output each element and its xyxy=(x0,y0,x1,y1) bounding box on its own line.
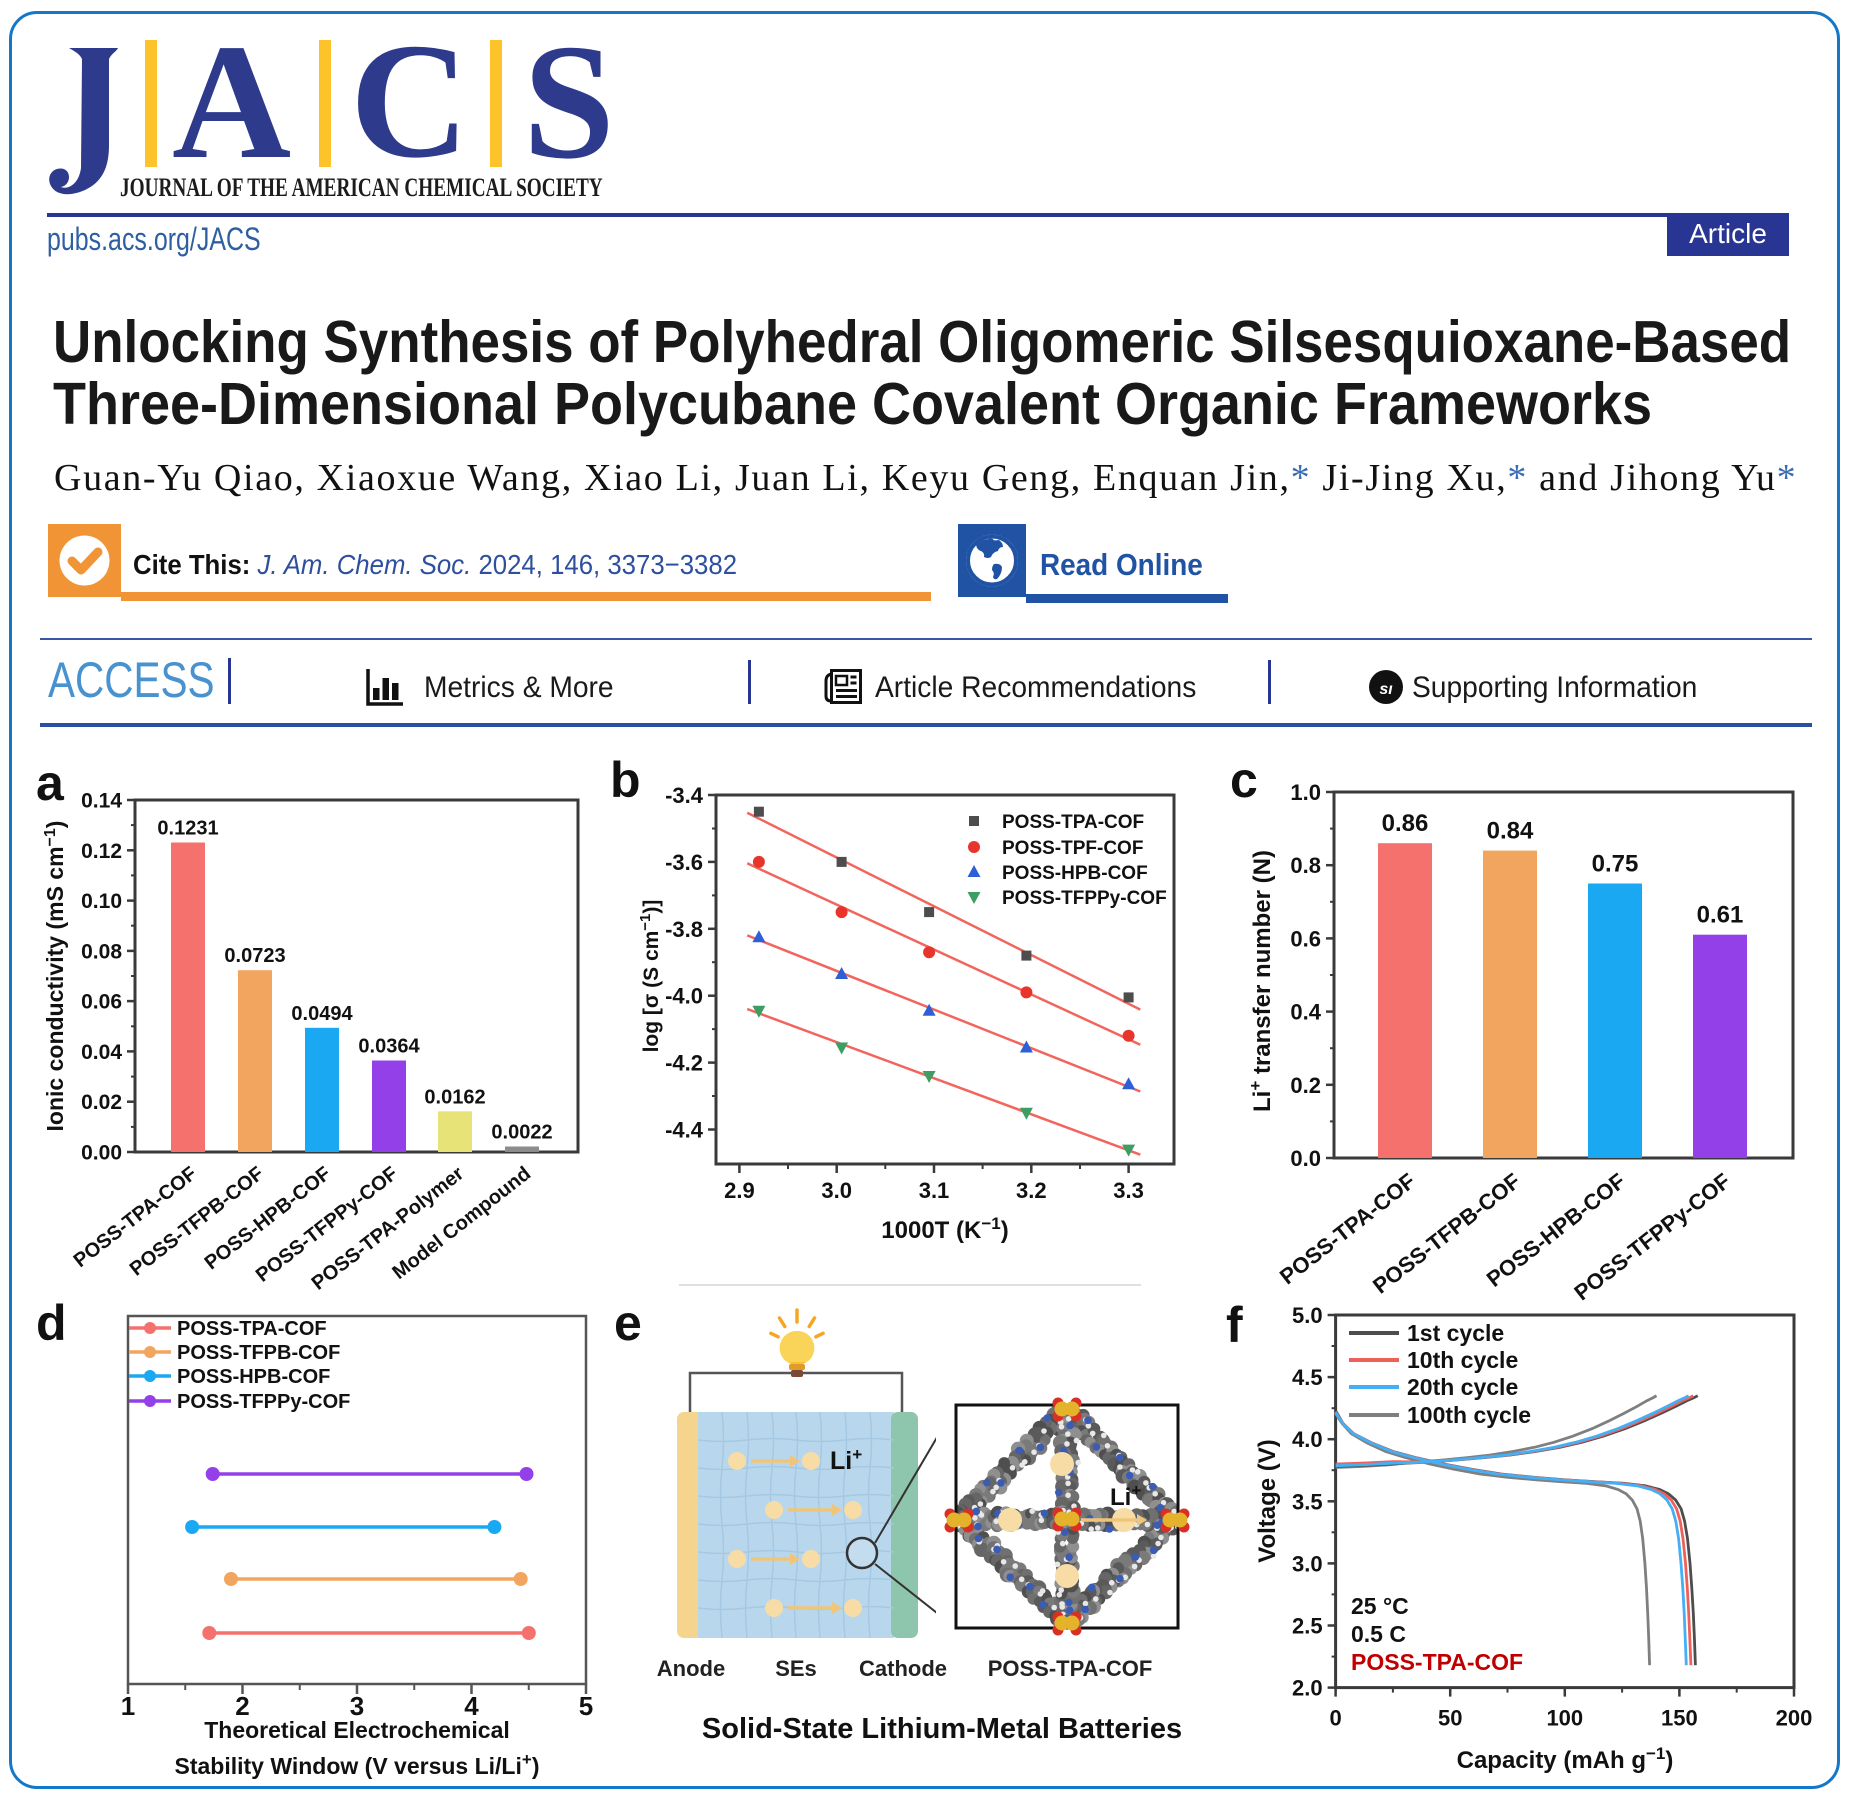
svg-text:0.06: 0.06 xyxy=(81,991,122,1014)
svg-text:-3.4: -3.4 xyxy=(665,783,704,808)
svg-text:0: 0 xyxy=(1329,1706,1341,1731)
svg-text:POSS-TPA-COF: POSS-TPA-COF xyxy=(177,1318,327,1340)
svg-text:POSS-TFPPy-COF: POSS-TFPPy-COF xyxy=(177,1391,350,1413)
svg-text:200: 200 xyxy=(1776,1706,1813,1731)
svg-text:2.0: 2.0 xyxy=(1292,1676,1323,1701)
svg-text:Theoretical Electrochemical: Theoretical Electrochemical xyxy=(204,1717,510,1743)
svg-text:-3.6: -3.6 xyxy=(665,850,703,875)
svg-text:POSS-TPA-COF: POSS-TPA-COF xyxy=(1002,812,1144,833)
svg-text:POSS-TPF-COF: POSS-TPF-COF xyxy=(1002,838,1143,859)
svg-text:4: 4 xyxy=(464,1691,479,1721)
svg-text:Ionic conductivity (mS cm−1): Ionic conductivity (mS cm−1) xyxy=(42,821,69,1132)
svg-text:0.14: 0.14 xyxy=(81,790,122,813)
svg-text:0.61: 0.61 xyxy=(1697,902,1744,929)
svg-text:-4.2: -4.2 xyxy=(665,1051,703,1076)
svg-text:150: 150 xyxy=(1661,1706,1698,1731)
svg-text:0.0162: 0.0162 xyxy=(424,1086,485,1108)
svg-text:0.00: 0.00 xyxy=(81,1142,122,1165)
svg-text:2: 2 xyxy=(235,1691,249,1721)
svg-text:1000T (K−1): 1000T (K−1) xyxy=(881,1214,1008,1245)
svg-text:SEs: SEs xyxy=(775,1656,817,1681)
svg-text:e: e xyxy=(614,1295,642,1351)
svg-text:0.12: 0.12 xyxy=(81,840,122,863)
svg-text:0.8: 0.8 xyxy=(1290,853,1321,878)
svg-text:2.5: 2.5 xyxy=(1292,1614,1323,1639)
svg-text:0.84: 0.84 xyxy=(1487,818,1534,845)
svg-text:POSS-HPB-COF: POSS-HPB-COF xyxy=(1002,863,1148,884)
svg-text:100th cycle: 100th cycle xyxy=(1407,1402,1531,1428)
svg-text:5.0: 5.0 xyxy=(1292,1303,1323,1328)
svg-text:POSS-HPB-COF: POSS-HPB-COF xyxy=(177,1366,330,1388)
svg-text:0.0022: 0.0022 xyxy=(491,1122,552,1144)
svg-text:-4.0: -4.0 xyxy=(665,984,703,1009)
svg-text:4.5: 4.5 xyxy=(1292,1365,1323,1390)
svg-text:3.0: 3.0 xyxy=(821,1178,852,1203)
svg-text:c: c xyxy=(1230,752,1258,808)
svg-text:25 °C: 25 °C xyxy=(1351,1593,1409,1619)
svg-text:b: b xyxy=(610,752,641,808)
svg-text:0.86: 0.86 xyxy=(1382,810,1429,837)
svg-text:0.75: 0.75 xyxy=(1592,851,1639,878)
svg-text:Solid-State Lithium-Metal Batt: Solid-State Lithium-Metal Batteries xyxy=(702,1713,1182,1745)
svg-text:f: f xyxy=(1226,1297,1243,1353)
svg-text:0.6: 0.6 xyxy=(1290,926,1321,951)
svg-text:3.1: 3.1 xyxy=(919,1178,950,1203)
svg-text:3.2: 3.2 xyxy=(1016,1178,1047,1203)
svg-text:POSS-TPA-COF: POSS-TPA-COF xyxy=(1351,1649,1523,1675)
svg-text:5: 5 xyxy=(579,1691,593,1721)
svg-text:Capacity (mAh g−1): Capacity (mAh g−1) xyxy=(1457,1744,1674,1775)
svg-text:3.5: 3.5 xyxy=(1292,1489,1323,1514)
svg-text:0.1231: 0.1231 xyxy=(157,818,218,840)
svg-text:Anode: Anode xyxy=(657,1656,725,1681)
svg-text:10th cycle: 10th cycle xyxy=(1407,1347,1518,1373)
svg-text:POSS-TFPB-COF: POSS-TFPB-COF xyxy=(177,1342,340,1364)
svg-text:1: 1 xyxy=(121,1691,135,1721)
svg-text:0.4: 0.4 xyxy=(1290,1000,1321,1025)
svg-text:sı: sı xyxy=(1379,681,1393,698)
svg-text:0.10: 0.10 xyxy=(81,890,122,913)
svg-text:3.3: 3.3 xyxy=(1113,1178,1144,1203)
svg-text:0.02: 0.02 xyxy=(81,1091,122,1114)
svg-text:20th cycle: 20th cycle xyxy=(1407,1374,1518,1400)
svg-text:100: 100 xyxy=(1546,1706,1583,1731)
svg-text:a: a xyxy=(36,755,65,811)
svg-text:log [σ (S cm−1)]: log [σ (S cm−1)] xyxy=(637,900,664,1053)
svg-text:POSS-TFPPy-COF: POSS-TFPPy-COF xyxy=(1002,888,1167,909)
svg-text:3: 3 xyxy=(350,1691,364,1721)
svg-text:1st cycle: 1st cycle xyxy=(1407,1320,1504,1346)
svg-text:0.5 C: 0.5 C xyxy=(1351,1621,1406,1647)
svg-text:0.2: 0.2 xyxy=(1290,1073,1321,1098)
svg-text:POSS-TPA-COF: POSS-TPA-COF xyxy=(988,1656,1153,1681)
svg-text:1.0: 1.0 xyxy=(1290,780,1321,805)
svg-text:Cathode: Cathode xyxy=(859,1656,947,1681)
svg-text:50: 50 xyxy=(1438,1706,1462,1731)
svg-text:4.0: 4.0 xyxy=(1292,1427,1323,1452)
svg-text:2.9: 2.9 xyxy=(724,1178,755,1203)
svg-text:Stability Window (V versus Li/: Stability Window (V versus Li/Li+) xyxy=(174,1750,539,1780)
svg-text:-3.8: -3.8 xyxy=(665,917,703,942)
svg-text:0.0364: 0.0364 xyxy=(358,1036,420,1058)
svg-text:Voltage (V): Voltage (V) xyxy=(1254,1439,1281,1563)
svg-text:0.04: 0.04 xyxy=(81,1041,122,1064)
svg-text:-4.4: -4.4 xyxy=(665,1118,704,1143)
svg-text:0.0723: 0.0723 xyxy=(224,945,285,967)
svg-text:0.0494: 0.0494 xyxy=(291,1003,353,1025)
svg-text:0.0: 0.0 xyxy=(1290,1146,1321,1171)
svg-text:0.08: 0.08 xyxy=(81,940,122,963)
svg-text:d: d xyxy=(36,1295,67,1351)
svg-text:3.0: 3.0 xyxy=(1292,1551,1323,1576)
svg-text:Li+ transfer number (N): Li+ transfer number (N) xyxy=(1246,850,1277,1112)
